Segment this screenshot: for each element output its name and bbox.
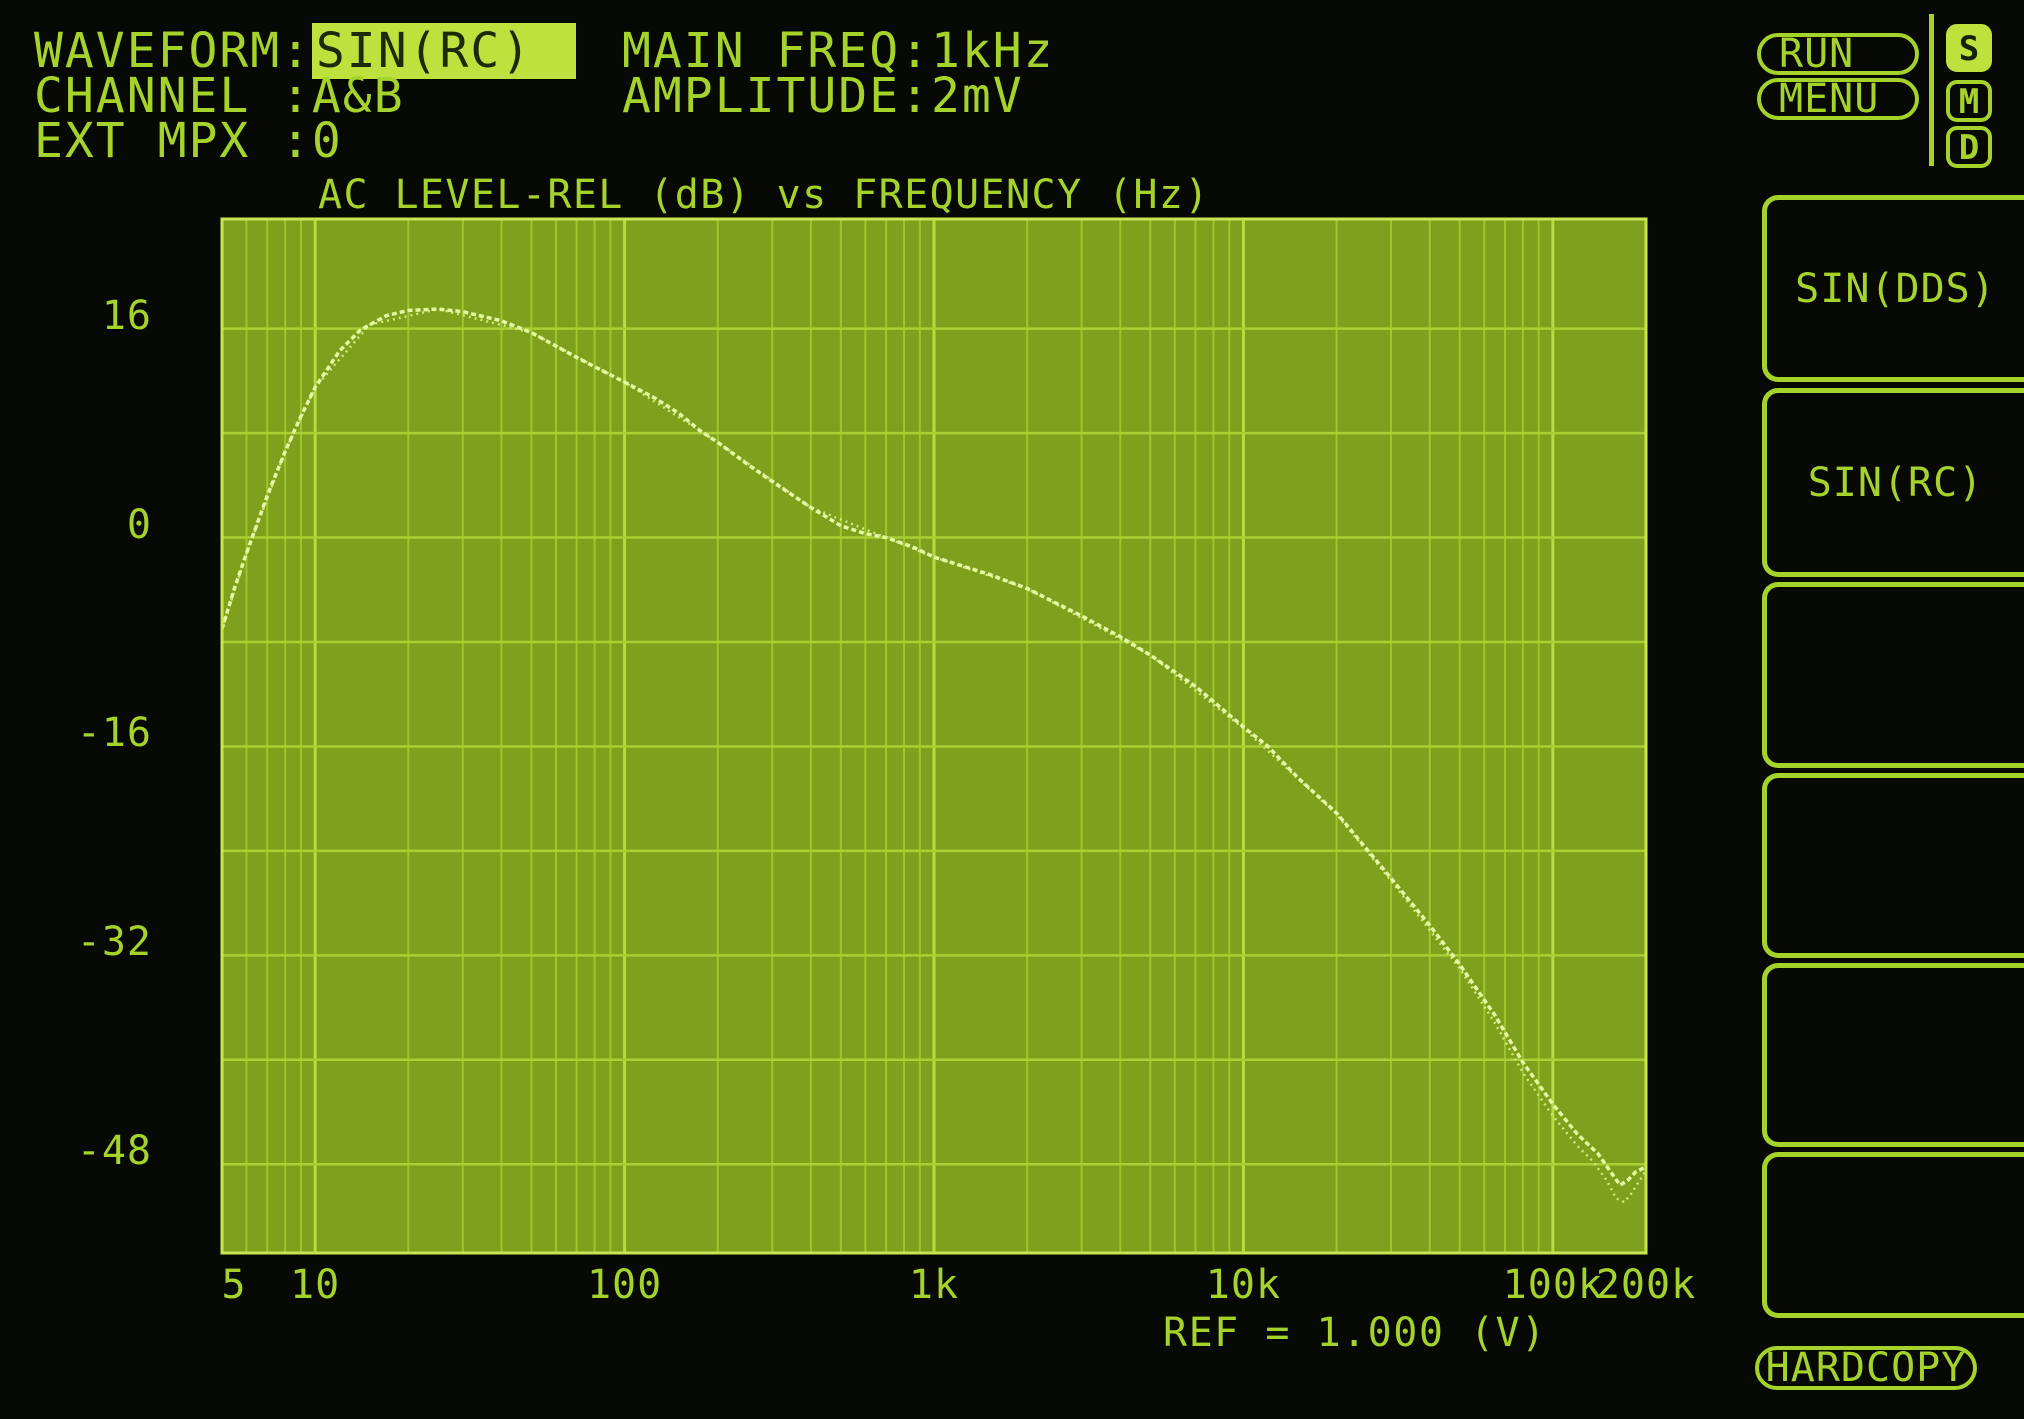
colon: : [281,68,312,124]
y-tick--16: -16 [76,710,152,757]
colon: : [281,23,312,79]
softkey-sin-dds[interactable]: SIN(DDS) [1762,195,2024,382]
run-button[interactable]: RUN [1757,33,1919,75]
status-indicator-d: D [1946,126,1992,168]
waveform-row: WAVEFORM:SIN(RC) [34,23,577,79]
header-separator [1929,14,1934,166]
hardcopy-button[interactable]: HARDCOPY [1755,1345,1977,1391]
colon: : [281,113,312,169]
softkey-blank-4[interactable] [1762,773,2024,958]
ref-readout: REF = 1.000 (V) [1163,1310,1547,1356]
softkey-sin-rc[interactable]: SIN(RC) [1762,388,2024,577]
chart-title: AC LEVEL-REL (dB) vs FREQUENCY (Hz) [318,172,1210,218]
ext-mpx-row: EXT MPX:0 [34,113,343,169]
x-tick-100: 100 [586,1262,663,1308]
trace-channel-a [220,307,1647,1187]
y-tick-0: 0 [126,501,152,548]
x-tick-1k: 1k [908,1262,960,1308]
x-tick-100k: 100k [1502,1262,1604,1308]
status-indicator-sweep: S [1946,24,1992,72]
channel-label: CHANNEL [34,68,251,124]
y-tick-16: 16 [101,292,152,339]
x-tick-200k: 200k [1595,1262,1697,1308]
waveform-label: WAVEFORM [34,23,282,79]
main-freq-readout: MAIN FREQ:1kHz [622,23,1055,79]
channel-row: CHANNEL:A&B [34,68,405,124]
channel-value[interactable]: A&B [311,68,405,124]
y-tick--32: -32 [76,919,152,966]
plot-border [220,217,1648,1255]
x-tick-10: 10 [290,1262,341,1308]
softkey-blank-3[interactable] [1762,582,2024,768]
waveform-value-selected[interactable]: SIN(RC) [311,23,577,79]
x-tick-10k: 10k [1205,1262,1282,1308]
softkey-blank-5[interactable] [1762,963,2024,1147]
status-indicator-m: M [1946,80,1992,122]
y-tick--48: -48 [76,1128,152,1175]
amplitude-readout: AMPLITUDE:2mV [622,68,1024,124]
x-tick-5: 5 [221,1262,247,1308]
softkey-blank-6[interactable] [1762,1152,2024,1318]
ext-mpx-label: EXT MPX [34,113,251,169]
menu-button[interactable]: MENU [1757,78,1919,120]
ext-mpx-value[interactable]: 0 [311,113,343,169]
